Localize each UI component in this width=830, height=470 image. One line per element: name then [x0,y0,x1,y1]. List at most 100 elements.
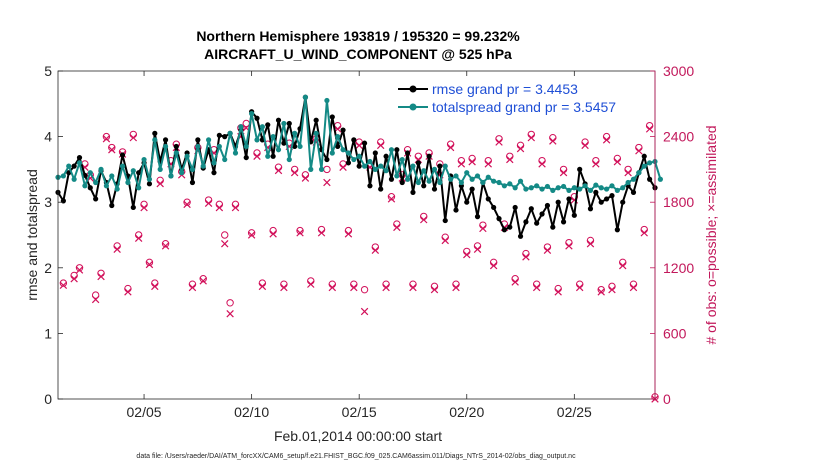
rmse-point [523,219,529,225]
totalspread-point [458,179,464,186]
rmse-point [286,120,292,127]
totalspread-point [103,183,110,189]
totalspread-point [184,153,190,159]
totalspread-point [367,158,373,165]
obs-assimilated-stroke [565,242,573,250]
rmse-point [620,199,626,205]
totalspread-point [292,130,298,136]
obs-assimilated-stroke [554,288,562,296]
obs-assimilated-point [269,230,277,238]
obs-possible-point [145,258,154,267]
rmse-point [383,153,389,159]
obs-assimilated-point [323,178,331,187]
totalspread-point [555,185,561,191]
rmse-point [275,117,282,123]
obs-assimilated-stroke [640,229,648,237]
rmse-point [587,206,594,212]
obs-assimilated-point [559,168,568,177]
obs-assimilated-point [473,245,482,253]
obs-assimilated-point [629,283,638,292]
rmse-point [195,137,201,143]
obs-possible-point [59,279,68,287]
totalspread-point [378,163,384,169]
totalspread-point [286,156,292,163]
totalspread-point [152,137,158,143]
obs-assimilated-stroke [344,230,353,238]
rmse-point [474,214,481,220]
rmse-point [501,227,508,233]
obs-assimilated-point [565,242,573,250]
totalspread-point [335,134,341,140]
obs-assimilated-stroke [645,125,654,133]
obs-assimilated-stroke [156,179,164,188]
obs-assimilated-point [231,203,240,212]
rmse-point [404,150,411,156]
rmse-point [281,140,287,146]
obs-assimilated-stroke [409,283,417,292]
totalspread-point [259,124,265,130]
obs-assimilated-stroke [258,282,267,291]
obs-assimilated-stroke [247,231,256,239]
rmse-point [453,207,459,213]
rmse-point [603,196,610,202]
rmse-point [539,211,545,217]
obs-assimilated-stroke [527,133,536,142]
rmse-point [544,202,551,209]
x-tick-label: 02/25 [557,404,592,420]
totalspread-point [410,163,416,169]
obs-assimilated-stroke [242,124,250,132]
totalspread-point [82,183,88,189]
totalspread-point [453,173,459,179]
rmse-point [469,186,475,192]
obs-assimilated-point [446,143,455,152]
obs-assimilated-stroke [452,283,460,292]
rmse-point [345,160,352,166]
totalspread-point [501,183,508,189]
totalspread-point [227,130,233,136]
obs-assimilated-point [97,272,105,281]
rmse-point [496,216,502,222]
obs-assimilated-stroke [387,195,396,203]
obs-assimilated-stroke [134,234,143,243]
obs-assimilated-stroke [91,295,100,304]
obs-assimilated-point [619,261,627,270]
legend-spread-label: totalspread grand pr = 3.5457 [432,99,616,115]
totalspread-point [216,143,222,150]
obs-possible-point [387,193,396,201]
obs-assimilated-point [592,160,600,168]
obs-assimilated-point [317,229,326,237]
y-axis-left-title: rmse and totalspread [24,169,40,301]
totalspread-point [324,97,330,104]
totalspread-point [496,179,502,186]
totalspread-point [394,173,400,179]
rmse-point [372,150,378,156]
totalspread-point [577,186,583,192]
obs-assimilated-point [301,174,310,182]
x-tick-label: 02/15 [342,404,377,420]
totalspread-point [173,150,179,156]
totalspread-point [275,147,282,153]
rmse-point [431,186,438,192]
rmse-point [647,176,653,182]
obs-possible-point [247,229,256,237]
obs-assimilated-stroke [559,168,568,177]
obs-assimilated-point [468,158,476,166]
obs-assimilated-stroke [506,155,514,164]
obs-assimilated-point [188,283,197,292]
x-axis-title: Feb.01,2014 00:00:00 start [274,428,442,444]
rmse-point [71,163,77,169]
obs-assimilated-stroke [183,200,191,209]
obs-assimilated-stroke [376,141,385,150]
obs-assimilated-point [409,283,417,292]
obs-assimilated-point [253,152,261,161]
totalspread-point [517,178,524,184]
obs-assimilated-stroke [479,224,487,233]
totalspread-point [426,178,432,184]
rmse-series-line [57,96,656,238]
totalspread-point [119,163,126,169]
chart-title-line2: AIRCRAFT_U_WIND_COMPONENT @ 525 hPa [204,46,512,62]
totalspread-point [620,185,626,191]
obs-assimilated-point [307,280,315,288]
obs-assimilated-point [145,260,154,269]
totalspread-point [281,120,287,127]
